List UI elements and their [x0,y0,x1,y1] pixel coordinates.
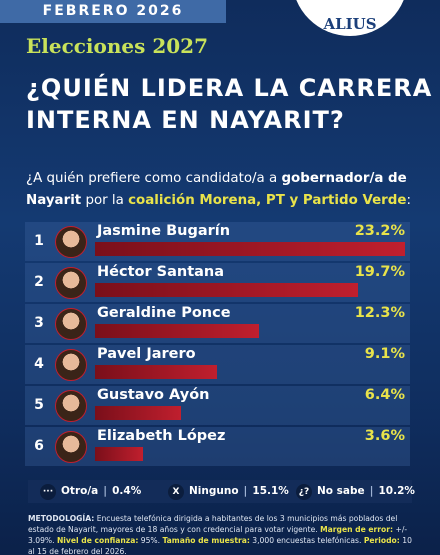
candidate-name: Pavel Jarero [97,346,196,362]
text-segment: Encuesta telefónica dirigida a habitante… [28,514,398,534]
value-label: 9.1% [364,346,405,362]
other-value: 0.4% [112,485,142,497]
value-label: 23.2% [354,223,405,239]
rank: 5 [34,397,44,413]
text-segment: : [406,193,411,208]
text-segment: coalición Morena, PT y Partido Verde [128,193,407,208]
row-panel [25,386,410,425]
text-segment: gobernador/a de Nayarit [26,171,407,208]
candidate-name: Geraldine Ponce [97,305,231,321]
candidate-name: Elizabeth López [97,428,226,444]
value-label: 6.4% [364,387,405,403]
bar [95,406,181,420]
value-label: 12.3% [354,305,405,321]
avatar [55,349,87,381]
value-label: 3.6% [364,428,405,444]
icon: ¿? [296,484,312,500]
bar [95,447,144,461]
avatar [55,308,87,340]
bar [95,365,217,379]
row-panel [25,427,410,466]
rank: 4 [34,356,44,372]
row-panel [25,345,410,384]
candidate-name: Héctor Santana [97,264,225,280]
other-item: ¿? No sabe | 10.2% [296,483,415,500]
avatar [55,431,87,463]
other-name: No sabe [317,485,365,497]
title-line: ¿QUIÉN LIDERA LA CARRERA [26,74,433,102]
title-line: INTERNA EN NAYARIT? [26,106,345,134]
text-segment: Periodo: [363,536,400,545]
avatar [55,226,87,258]
rank: 1 [34,233,44,249]
text-segment: +/- 3.09%. [28,525,408,545]
text-segment: ¿A quién prefiere como candidato/a a [26,171,282,186]
date-banner: FEBRERO 2026 [0,0,226,23]
avatar [55,390,87,422]
avatar [55,267,87,299]
other-name: Ninguno [189,485,239,497]
icon: ··· [40,484,56,500]
separator: | [243,485,248,497]
other-item: ··· Otro/a | 0.4% [40,483,141,500]
separator: | [103,485,108,497]
text-segment: 95%. [138,536,163,545]
rank: 6 [34,438,44,454]
candidate-name: Jasmine Bugarín [97,223,231,239]
text-segment: 3,000 encuestas telefónicas. [249,536,364,545]
bar [95,324,260,338]
question: ¿A quién prefiere como candidato/a a gob… [26,168,416,212]
rank: 2 [34,274,44,290]
text-segment: Nivel de confianza: [56,536,139,545]
separator: | [369,485,374,497]
text-segment: 10 al 15 de febrero del 2026. [28,536,412,555]
subtitle: Elecciones 2027 [26,34,209,58]
text-segment: METODOLOGÍA: [28,514,95,523]
text-segment: por la [81,193,129,208]
rank: 3 [34,315,44,331]
candidate-name: Gustavo Ayón [97,387,210,403]
bar [95,242,405,256]
bar [95,283,359,297]
other-answers: ··· Otro/a | 0.4% X Ninguno | 15.1% ¿? No sabe | 10… [28,480,415,503]
value-label: 19.7% [354,264,405,280]
other-item: X Ninguno | 15.1% [168,483,289,500]
other-name: Otro/a [61,485,99,497]
text-segment: Tamaño de muestra: [162,536,250,545]
logo: ALIUS [292,0,408,36]
other-value: 15.1% [252,485,289,497]
text-segment: Margen de error: [320,525,394,534]
other-value: 10.2% [378,485,415,497]
icon: X [168,484,184,500]
methodology: METODOLOGÍA: Encuesta telefónica dirigid… [28,513,418,555]
